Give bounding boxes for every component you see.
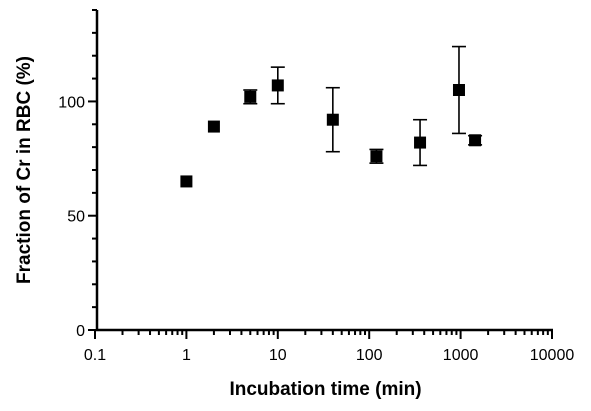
x-tick-label: 10: [269, 347, 287, 364]
data-point-group: [451, 45, 466, 135]
data-point-group: [243, 89, 258, 105]
data-point: [452, 84, 465, 96]
x-axis-title: Incubation time (min): [229, 379, 421, 400]
data-layer: [180, 45, 483, 188]
x-tick-label: 1: [182, 347, 191, 364]
data-point-group: [468, 134, 483, 147]
data-point: [326, 113, 339, 126]
y-tick-label: 0: [76, 323, 85, 340]
y-axis-title: Fraction of Cr in RBC (%): [14, 56, 35, 284]
y-tick-label: 50: [67, 209, 85, 226]
x-tick-label: 0.1: [84, 347, 106, 364]
data-point-group: [369, 148, 384, 164]
x-ticks: 0.1 1 10 100 1000 10000: [84, 330, 574, 364]
x-tick-label: 10000: [530, 347, 575, 364]
axes: 0 50 100 0.1 1 10 100 1000 10000: [58, 9, 574, 364]
data-point-group: [180, 175, 193, 188]
data-point: [271, 79, 284, 92]
data-point: [414, 136, 427, 149]
data-point-group: [270, 66, 285, 105]
data-point: [370, 150, 383, 163]
data-point: [469, 134, 482, 147]
data-point-group: [207, 120, 220, 133]
data-point: [180, 175, 193, 188]
x-tick-label: 100: [356, 347, 383, 364]
data-point-group: [413, 118, 428, 167]
y-ticks: 0 50 100: [58, 9, 97, 340]
y-tick-label: 100: [58, 94, 85, 111]
data-point-group: [325, 86, 340, 153]
x-tick-label: 1000: [443, 347, 479, 364]
data-point: [207, 120, 220, 133]
data-point: [244, 90, 257, 103]
